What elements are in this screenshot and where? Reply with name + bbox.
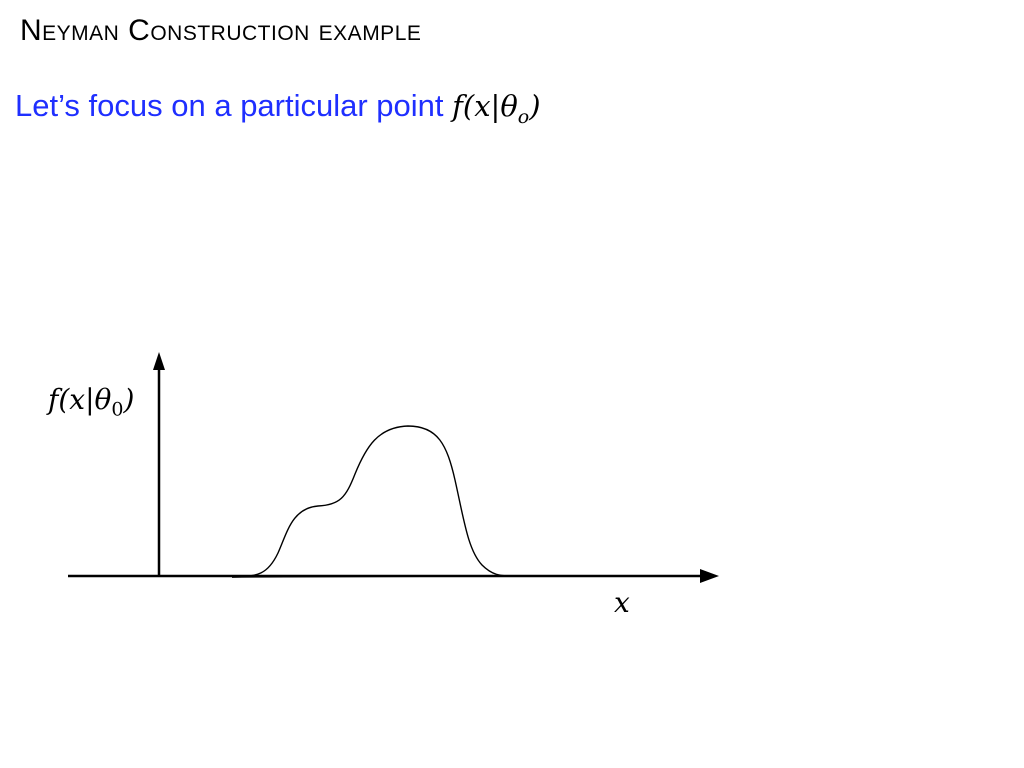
curve-baseline	[231, 575, 513, 578]
x-axis-arrowhead	[700, 569, 719, 583]
x-axis-label: x	[614, 586, 630, 619]
slide-title: Neyman Construction example	[20, 14, 422, 47]
subtitle-text: Let’s focus on a particular point	[15, 88, 453, 123]
y-axis-label: f(x|θ0)	[48, 383, 135, 421]
y-axis-arrowhead	[153, 352, 165, 370]
density-curve	[231, 425, 513, 578]
slide-subtitle: Let’s focus on a particular point f(x|θo…	[15, 88, 541, 128]
subtitle-math: f(x|θo)	[452, 89, 541, 128]
